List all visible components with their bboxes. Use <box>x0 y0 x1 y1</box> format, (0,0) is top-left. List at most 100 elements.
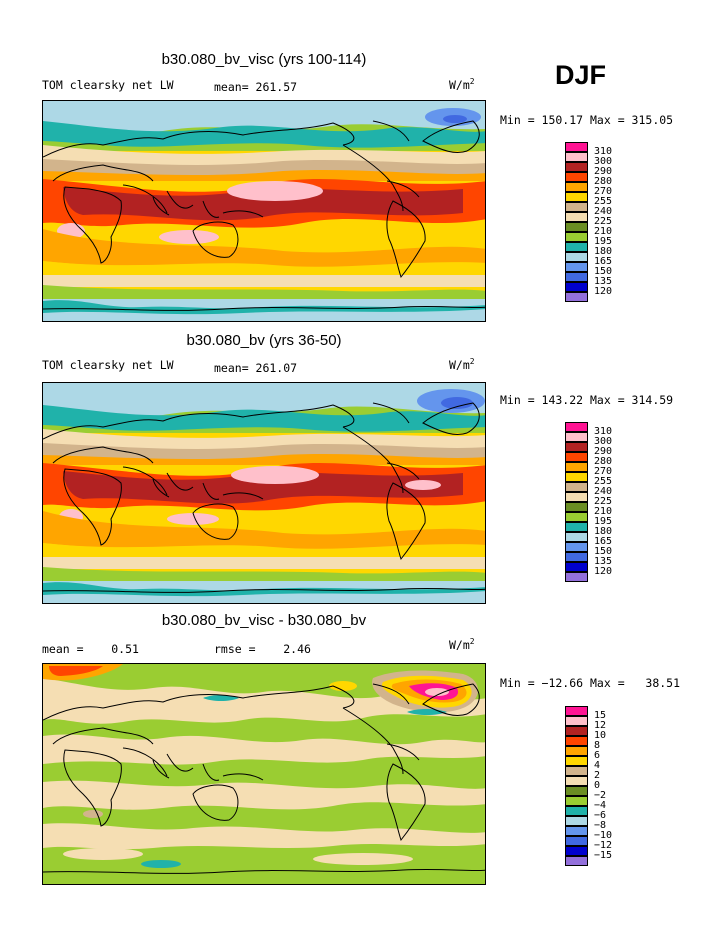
legend-label: −8 <box>594 820 607 831</box>
legend-label: 300 <box>594 156 613 167</box>
legend-swatch <box>565 452 588 462</box>
legend-label: −12 <box>594 840 613 851</box>
legend-swatch <box>565 152 588 162</box>
legend-swatch <box>565 766 588 776</box>
variable-label: TOM clearsky net LW <box>42 78 174 92</box>
legend-label: 165 <box>594 536 613 547</box>
legend-swatch <box>565 202 588 212</box>
legend-label: 280 <box>594 456 613 467</box>
mean-label: mean= 261.07 <box>214 361 298 375</box>
legend-label: 240 <box>594 206 613 217</box>
legend-swatch <box>565 806 588 816</box>
legend-swatch <box>565 282 588 292</box>
legend-swatch <box>565 816 588 826</box>
legend-label: −4 <box>594 800 607 811</box>
legend-label: 290 <box>594 446 613 457</box>
legend-swatch <box>565 252 588 262</box>
legend-label: 195 <box>594 516 613 527</box>
legend-swatch <box>565 756 588 766</box>
legend-label: 2 <box>594 770 601 781</box>
units-label: W/m2 <box>449 77 475 92</box>
legend-swatch <box>565 522 588 532</box>
legend-label: 15 <box>594 710 607 721</box>
legend-label: 135 <box>594 556 613 567</box>
legend-swatch <box>565 222 588 232</box>
contour-map <box>42 663 486 885</box>
legend-swatch <box>565 142 588 152</box>
legend-label: 240 <box>594 486 613 497</box>
legend-label: 180 <box>594 246 613 257</box>
legend-label: 120 <box>594 286 613 297</box>
season-label: DJF <box>555 60 607 90</box>
legend-swatch <box>565 422 588 432</box>
panel-title: b30.080_bv (yrs 36-50) <box>186 332 342 349</box>
rmse-label: rmse = 2.46 <box>214 642 311 656</box>
legend-swatch <box>565 462 588 472</box>
legend-label: 180 <box>594 526 613 537</box>
legend-swatch <box>565 726 588 736</box>
legend-swatch <box>565 716 588 726</box>
legend-swatch <box>565 432 588 442</box>
legend-label: 165 <box>594 256 613 267</box>
legend-swatch <box>565 232 588 242</box>
min-max-label: Min = −12.66 Max = 38.51 <box>500 676 681 690</box>
legend-swatch <box>565 552 588 562</box>
legend-label: 300 <box>594 436 613 447</box>
legend-swatch <box>565 472 588 482</box>
legend-label: 4 <box>594 760 601 771</box>
legend-swatch <box>565 272 588 282</box>
legend-label: 150 <box>594 546 613 557</box>
legend-swatch <box>565 542 588 552</box>
legend-label: 310 <box>594 426 613 437</box>
units-label: W/m2 <box>449 637 475 652</box>
legend-swatch <box>565 502 588 512</box>
legend-swatch <box>565 846 588 856</box>
legend-label: −2 <box>594 790 607 801</box>
min-max-label: Min = 143.22 Max = 314.59 <box>500 393 674 407</box>
contour-map <box>42 100 486 322</box>
legend-swatch <box>565 836 588 846</box>
legend-label: 270 <box>594 466 613 477</box>
legend-label: 210 <box>594 226 613 237</box>
legend-swatch <box>565 736 588 746</box>
legend-swatch <box>565 532 588 542</box>
panel-title: b30.080_bv_visc (yrs 100-114) <box>161 51 367 68</box>
legend-swatch <box>565 292 588 302</box>
legend-label: 6 <box>594 750 601 761</box>
legend-label: 0 <box>594 780 601 791</box>
variable-label: TOM clearsky net LW <box>42 358 174 372</box>
legend-label: −6 <box>594 810 607 821</box>
legend-swatch <box>565 776 588 786</box>
mean-label: mean= 261.57 <box>214 80 298 94</box>
legend-label: 10 <box>594 730 607 741</box>
legend-label: −15 <box>594 850 613 861</box>
legend-swatch <box>565 242 588 252</box>
legend-label: 270 <box>594 186 613 197</box>
legend-label: 8 <box>594 740 601 751</box>
diff-mean-label: mean = 0.51 <box>42 642 139 656</box>
legend-label: 255 <box>594 196 613 207</box>
legend-label: 150 <box>594 266 613 277</box>
legend-swatch <box>565 442 588 452</box>
legend-swatch <box>565 856 588 866</box>
legend-swatch <box>565 512 588 522</box>
legend-label: 310 <box>594 146 613 157</box>
legend-label: −10 <box>594 830 613 841</box>
legend-swatch <box>565 162 588 172</box>
legend-swatch <box>565 212 588 222</box>
legend-swatch <box>565 826 588 836</box>
legend-label: 290 <box>594 166 613 177</box>
legend-swatch <box>565 796 588 806</box>
legend-label: 280 <box>594 176 613 187</box>
min-max-label: Min = 150.17 Max = 315.05 <box>500 113 674 127</box>
legend-swatch <box>565 786 588 796</box>
legend-swatch <box>565 746 588 756</box>
legend-label: 195 <box>594 236 613 247</box>
legend-swatch <box>565 572 588 582</box>
legend-label: 210 <box>594 506 613 517</box>
legend-swatch <box>565 192 588 202</box>
legend-swatch <box>565 172 588 182</box>
contour-map <box>42 382 486 604</box>
legend-swatch <box>565 706 588 716</box>
legend-swatch <box>565 182 588 192</box>
